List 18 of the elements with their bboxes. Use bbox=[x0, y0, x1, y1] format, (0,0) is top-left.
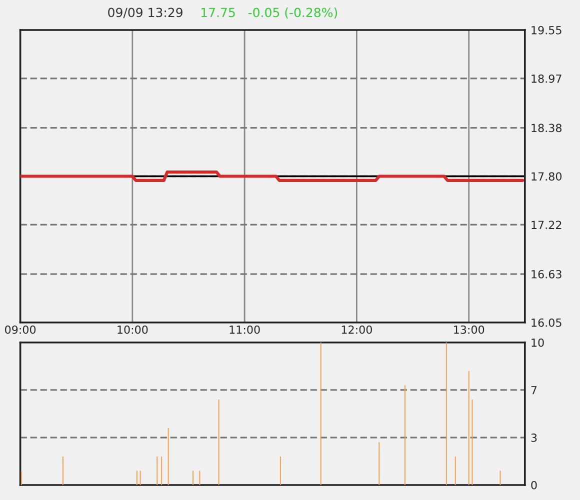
y-tick-label: 0 bbox=[531, 480, 537, 490]
x-tick-label: 12:00 bbox=[342, 325, 372, 334]
chart-title: 09/09 13:29 bbox=[108, 8, 182, 18]
y-tick-label: 3 bbox=[531, 434, 537, 442]
y-tick-label: 17.80 bbox=[532, 172, 562, 181]
chart-subtitle: 17.75 -0.05 (-0.28%) bbox=[201, 8, 338, 19]
y-tick-label: 7 bbox=[531, 386, 537, 394]
y-tick-label: 16.05 bbox=[532, 318, 562, 327]
y-tick-label: 16.63 bbox=[532, 270, 562, 278]
x-tick-label: 13:00 bbox=[454, 325, 484, 334]
y-tick-label: 19.55 bbox=[532, 26, 562, 34]
x-tick-label: 09:00 bbox=[5, 325, 36, 334]
y-tick-label: 18.38 bbox=[532, 124, 562, 132]
y-tick-label: 18.97 bbox=[532, 74, 562, 83]
y-tick-label: 10 bbox=[532, 338, 544, 347]
x-tick-label: 11:00 bbox=[230, 325, 260, 334]
y-tick-label: 17.22 bbox=[532, 220, 562, 229]
x-tick-label: 10:00 bbox=[118, 325, 148, 334]
